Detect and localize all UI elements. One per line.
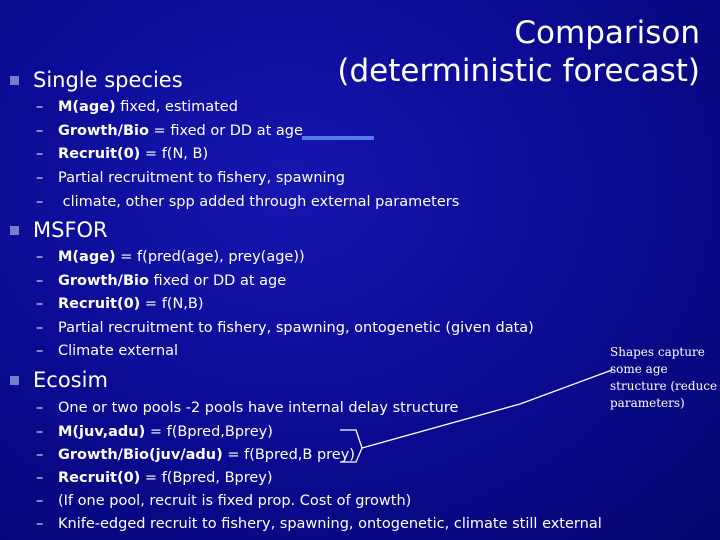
list-item: – Partial recruitment to fishery, spawnin… <box>36 320 534 336</box>
bracket-shape <box>340 429 363 463</box>
list-item: – Recruit(0) = f(N, B) <box>36 146 209 162</box>
section-heading: Single species <box>33 68 183 92</box>
list-item: – Growth/Bio = fixed or DD at age <box>36 123 303 139</box>
section-single-species: Single species <box>10 68 183 92</box>
section-msfor: MSFOR <box>10 218 108 242</box>
list-item: – climate, other spp added through exter… <box>36 194 460 210</box>
square-bullet-icon <box>10 75 19 85</box>
section-heading: Ecosim <box>33 368 108 392</box>
list-item: – (If one pool, recruit is fixed prop. Co… <box>36 493 412 509</box>
section-ecosim: Ecosim <box>10 368 108 392</box>
list-item: – Knife-edged recruit to fishery, spawnin… <box>36 516 602 532</box>
list-item: – Recruit(0) = f(Bpred, Bprey) <box>36 470 273 486</box>
list-item: – Climate external <box>36 343 179 359</box>
list-item: – Growth/Bio fixed or DD at age <box>36 273 287 289</box>
list-item: – Recruit(0) = f(N,B) <box>36 296 204 312</box>
list-item: – M(age) fixed, estimated <box>36 99 238 115</box>
list-item: – Partial recruitment to fishery, spawnin… <box>36 170 345 186</box>
side-note: Shapes capture some age structure (reduc… <box>610 345 718 410</box>
list-item: – Growth/Bio(juv/adu) = f(Bpred,B prey) <box>36 447 355 463</box>
square-bullet-icon <box>10 375 19 385</box>
list-item: – M(age) = f(pred(age), prey(age)) <box>36 249 305 265</box>
highlight-bar <box>302 136 374 140</box>
square-bullet-icon <box>10 225 19 235</box>
list-item: – M(juv,adu) = f(Bpred,Bprey) <box>36 424 273 440</box>
section-heading: MSFOR <box>33 218 108 242</box>
slide-title: Comparison (deterministic forecast) <box>337 15 700 89</box>
arrow-line <box>361 369 613 449</box>
list-item: – One or two pools -2 pools have internal… <box>36 400 459 416</box>
